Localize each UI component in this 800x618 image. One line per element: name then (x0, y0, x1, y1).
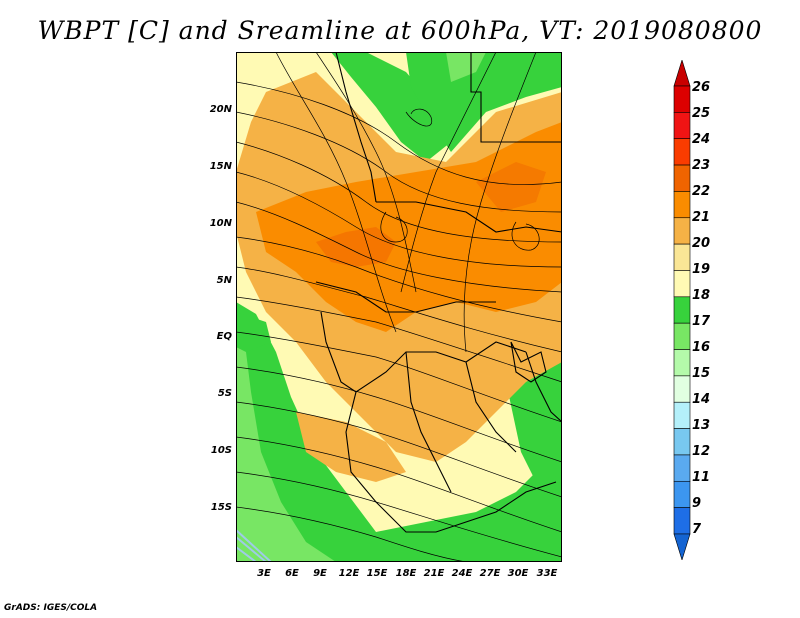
colorbar-label-14: 14 (692, 392, 711, 407)
colorbar-swatch (673, 375, 691, 403)
colorbar-label-11: 11 (692, 470, 711, 485)
streamlines (236, 52, 562, 562)
colorbar-swatch (673, 85, 691, 113)
lat-label-5n: 5N (216, 275, 232, 286)
colorbar-swatch (673, 112, 691, 140)
colorbar-label-23: 23 (692, 158, 711, 173)
colorbar-swatch (673, 480, 691, 508)
colorbar-swatch (673, 217, 691, 245)
colorbar-label-17: 17 (692, 314, 711, 329)
colorbar-label-25: 25 (692, 106, 711, 121)
lat-label-20n: 20N (209, 104, 232, 115)
colorbar-label-24: 24 (692, 132, 711, 147)
lon-label-33e: 33E (536, 568, 558, 579)
colorbar-swatch (673, 191, 691, 219)
lon-label-15e: 15E (366, 568, 388, 579)
colorbar-swatch (673, 507, 691, 535)
colorbar-swatch (673, 401, 691, 429)
lon-label-30e: 30E (507, 568, 529, 579)
colorbar-label-20: 20 (692, 236, 711, 251)
colorbar-swatch (673, 349, 691, 377)
colorbar-label-19: 19 (692, 262, 711, 277)
chart-title: WBPT [C] and Sreamline at 600hPa, VT: 20… (37, 16, 763, 45)
colorbar-swatch (673, 138, 691, 166)
lon-label-24e: 24E (451, 568, 473, 579)
colorbar-label-15: 15 (692, 366, 711, 381)
wbpt-shading (236, 52, 562, 562)
lon-label-3e: 3E (257, 568, 271, 579)
colorbar-swatch (673, 243, 691, 271)
lon-label-18e: 18E (395, 568, 417, 579)
colorbar-swatch (673, 296, 691, 324)
colorbar-arrow-top (673, 60, 691, 87)
colorbar-swatch (673, 428, 691, 456)
colorbar-swatch (673, 454, 691, 482)
colorbar-label-22: 22 (692, 184, 711, 199)
lat-label-5s: 5S (217, 388, 232, 399)
colorbar-label-26: 26 (692, 80, 711, 95)
lat-label-10s: 10S (210, 445, 232, 456)
colorbar-swatch (673, 270, 691, 298)
lat-label-15s: 15S (210, 502, 232, 513)
colorbar-label-9: 9 (692, 496, 702, 511)
lon-label-21e: 21E (423, 568, 445, 579)
colorbar (673, 60, 691, 560)
colorbar-label-12: 12 (692, 444, 711, 459)
colorbar-label-21: 21 (692, 210, 711, 225)
lat-label-eq: EQ (216, 331, 232, 342)
grads-credit: GrADS: IGES/COLA (4, 603, 98, 613)
lon-label-27e: 27E (479, 568, 501, 579)
colorbar-label-13: 13 (692, 418, 711, 433)
lon-label-12e: 12E (338, 568, 360, 579)
colorbar-swatch (673, 164, 691, 192)
lat-label-10n: 10N (209, 218, 232, 229)
lon-label-9e: 9E (313, 568, 327, 579)
colorbar-label-7: 7 (692, 522, 702, 537)
lat-label-15n: 15N (209, 161, 232, 172)
colorbar-swatch (673, 322, 691, 350)
colorbar-arrow-bottom (673, 533, 691, 560)
map-panel (236, 52, 562, 562)
country-borders (315, 52, 562, 533)
colorbar-label-16: 16 (692, 340, 711, 355)
lon-label-6e: 6E (285, 568, 299, 579)
colorbar-label-18: 18 (692, 288, 711, 303)
